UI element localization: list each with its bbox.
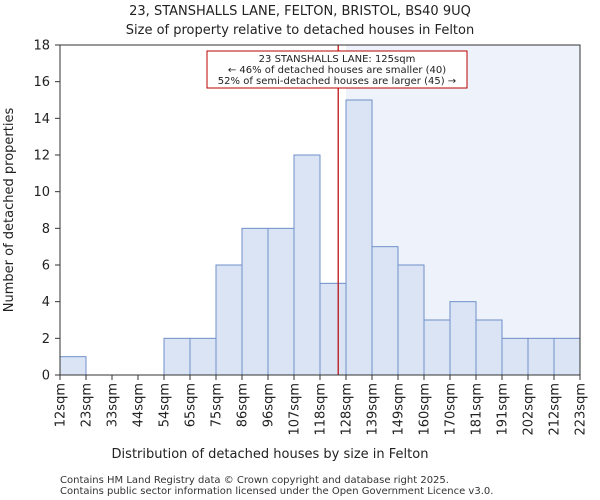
x-tick-label: 170sqm [444, 383, 459, 436]
y-tick-label: 12 [33, 149, 50, 164]
x-tick-label: 139sqm [366, 383, 381, 436]
histogram-bar [371, 246, 399, 376]
x-tick-label: 86sqm [236, 383, 251, 427]
histogram-bar [319, 282, 347, 376]
histogram-bar [449, 301, 477, 376]
x-tick-label: 75sqm [210, 383, 225, 427]
annotation-line-address: 23 STANSHALLS LANE: 125sqm [259, 54, 416, 65]
x-tick-label: 107sqm [288, 383, 303, 436]
x-tick-label: 212sqm [548, 383, 563, 436]
y-tick-label: 16 [33, 75, 50, 90]
y-tick-label: 0 [42, 369, 50, 384]
histogram-bar [397, 264, 425, 376]
histogram-bar [267, 227, 295, 376]
x-tick-label: 160sqm [418, 383, 433, 436]
x-tick-label: 149sqm [392, 383, 407, 436]
y-tick-label: 14 [33, 112, 50, 127]
x-tick-label: 223sqm [574, 383, 589, 436]
histogram-bar [163, 337, 191, 376]
histogram-bar [345, 99, 373, 376]
y-tick-label: 4 [42, 295, 50, 310]
y-tick-label: 18 [33, 39, 50, 54]
chart-subtitle: Size of property relative to detached ho… [126, 23, 474, 38]
x-tick-label: 65sqm [184, 383, 199, 427]
annotation-box: 23 STANSHALLS LANE: 125sqm ← 46% of deta… [206, 50, 468, 89]
x-axis-label: Distribution of detached houses by size … [112, 447, 429, 462]
histogram-bar [501, 337, 529, 376]
x-tick-label: 181sqm [470, 383, 485, 436]
histogram-bar [475, 319, 503, 376]
histogram-bar [293, 154, 321, 376]
histogram-bar [423, 319, 451, 376]
x-tick-label: 54sqm [158, 383, 173, 427]
annotation-border [206, 50, 468, 89]
y-axis: 0 2 4 6 8 10 12 14 16 18 [33, 39, 60, 384]
histogram-bar [553, 337, 581, 376]
chart-title: 23, STANSHALLS LANE, FELTON, BRISTOL, BS… [129, 4, 471, 19]
x-tick-label: 128sqm [340, 383, 355, 436]
footer-licence: Contains public sector information licen… [60, 486, 493, 497]
x-tick-label: 12sqm [54, 383, 69, 427]
x-tick-label: 202sqm [522, 383, 537, 436]
histogram-bar [59, 356, 87, 376]
y-axis-label: Number of detached properties [2, 108, 17, 313]
histogram-bar [241, 227, 269, 376]
x-tick-label: 191sqm [496, 383, 511, 436]
histogram-bar [215, 264, 243, 376]
annotation-line-larger: 52% of semi-detached houses are larger (… [218, 76, 456, 87]
footer-copyright: Contains HM Land Registry data © Crown c… [60, 475, 449, 486]
x-tick-label: 118sqm [314, 383, 329, 436]
histogram-bar [189, 337, 217, 376]
y-tick-label: 10 [33, 185, 50, 200]
bars-group [59, 99, 581, 376]
histogram-bar [527, 337, 555, 376]
x-tick-label: 96sqm [262, 383, 277, 427]
annotation-line-smaller: ← 46% of detached houses are smaller (40… [228, 65, 446, 76]
x-tick-label: 33sqm [106, 383, 121, 427]
x-tick-label: 23sqm [80, 383, 95, 427]
y-tick-label: 2 [42, 332, 50, 347]
x-tick-label: 44sqm [132, 383, 147, 427]
y-tick-label: 6 [42, 259, 50, 274]
x-axis: 12sqm 23sqm 33sqm 44sqm 54sqm 65sqm 75sqm 86sqm… [54, 375, 589, 436]
y-tick-label: 8 [42, 222, 50, 237]
